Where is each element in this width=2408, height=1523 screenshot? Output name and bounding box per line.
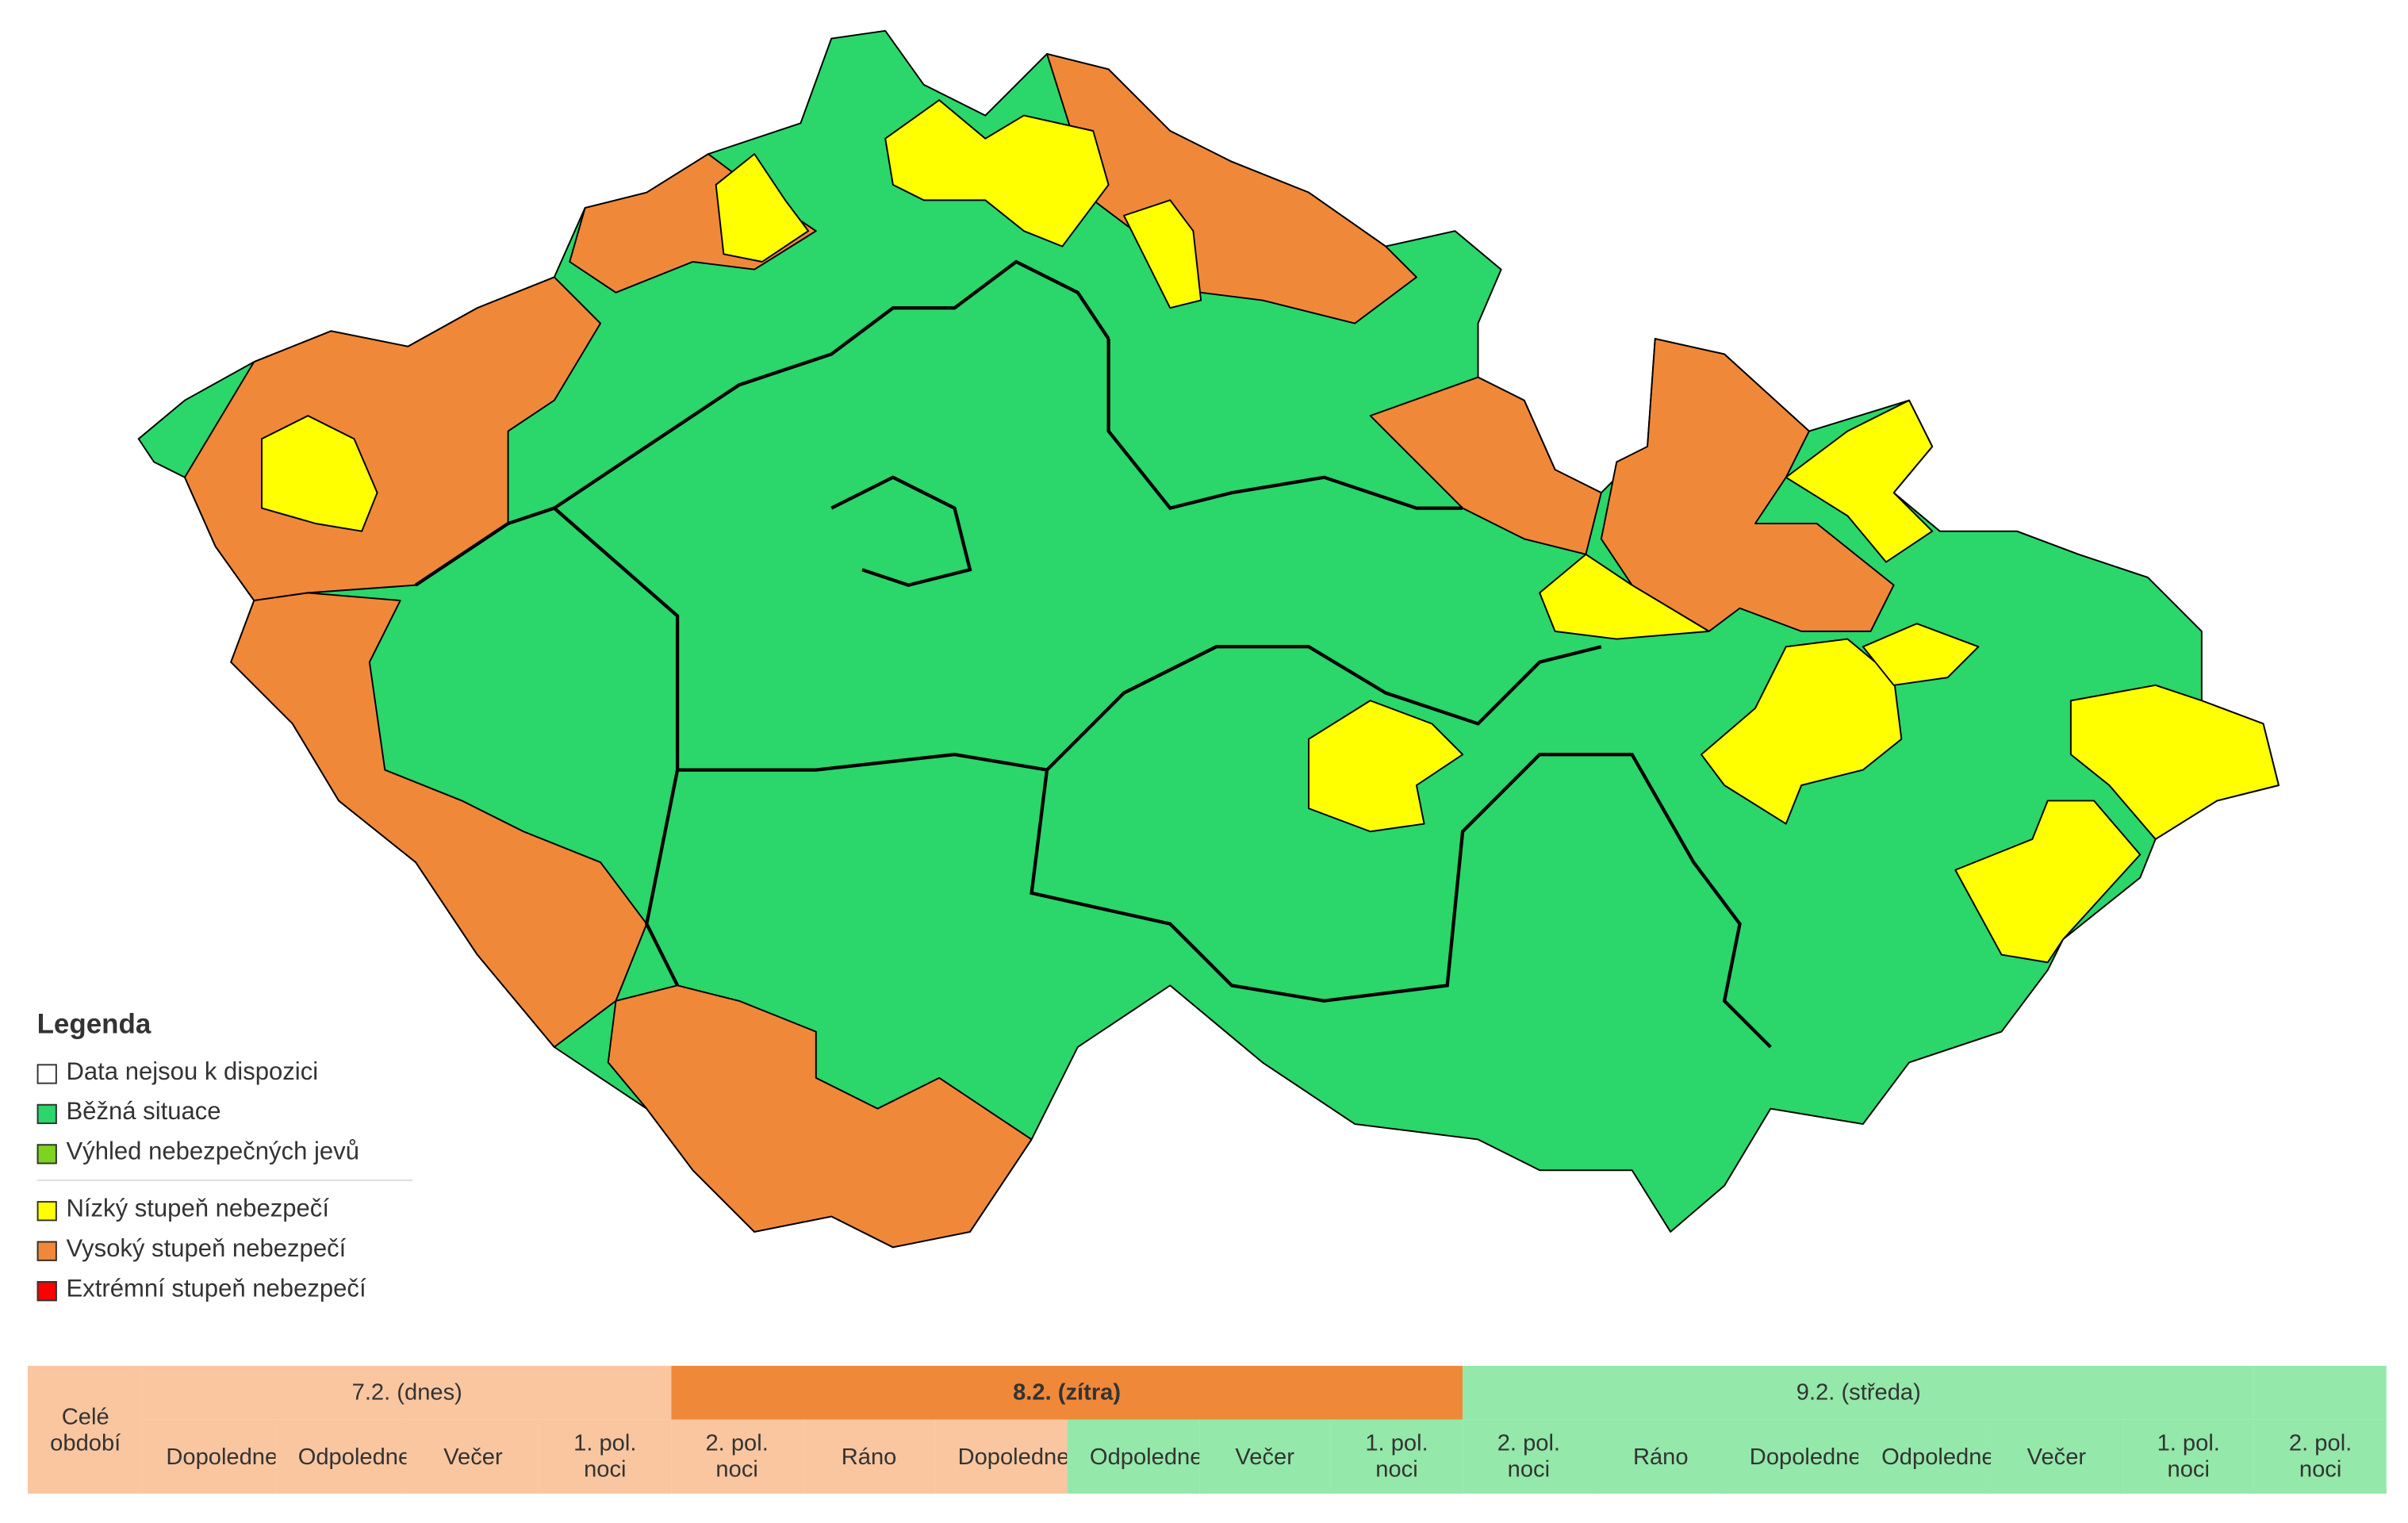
- legend-item: Data nejsou k dispozici: [36, 1053, 413, 1093]
- area: [1701, 638, 1903, 825]
- period-cell-text: Večer: [443, 1443, 503, 1470]
- legend-label: Data nejsou k dispozici: [66, 1059, 319, 1086]
- legend-item: Vysoký stupeň nebezpečí: [36, 1230, 413, 1270]
- legend-label: Vysoký stupeň nebezpečí: [66, 1236, 347, 1263]
- period-cell: Odpoledne: [1858, 1419, 1995, 1494]
- period-cell: Dopoledne: [934, 1419, 1070, 1494]
- region-borders: [414, 259, 1772, 1049]
- period-cell-text: Dopoledne: [166, 1443, 278, 1470]
- period-cell: Odpoledne: [1067, 1419, 1203, 1494]
- period-cell: Večer: [1990, 1419, 2123, 1494]
- period-cell-text: 1. pol. noci: [573, 1430, 637, 1483]
- period-cell: Ráno: [1594, 1419, 1727, 1494]
- corner-cell-text: Celé období: [50, 1403, 121, 1456]
- period-cell: Večer: [407, 1419, 539, 1494]
- border: [1030, 753, 1772, 1049]
- legend-swatch: [36, 1103, 57, 1124]
- period-cell-text: 2. pol. noci: [705, 1430, 769, 1483]
- day-header-text: 9.2. (středa): [1796, 1379, 1921, 1406]
- period-cell: 1. pol. noci: [1330, 1419, 1463, 1494]
- legend-label: Extrémní stupeň nebezpečí: [66, 1276, 366, 1303]
- period-cell: 1. pol. noci: [2122, 1419, 2255, 1494]
- area: [1954, 800, 2142, 964]
- period-cell: Dopoledne: [1726, 1419, 1862, 1494]
- period-cell: 2. pol. noci: [1463, 1419, 1595, 1494]
- period-cell-text: 1. pol. noci: [2157, 1430, 2220, 1483]
- day-header: [2254, 1365, 2387, 1420]
- area: [1123, 199, 1202, 309]
- legend-label: Nízký stupeň nebezpečí: [66, 1196, 329, 1223]
- period-cell-text: Ráno: [1632, 1443, 1689, 1470]
- area: [715, 153, 810, 263]
- period-cell-text: Večer: [2026, 1443, 2087, 1470]
- legend-title: Legenda: [36, 1008, 151, 1040]
- day-header-text: 7.2. (dnes): [351, 1379, 462, 1406]
- period-cell-text: Ráno: [841, 1443, 897, 1470]
- area: [230, 592, 648, 1048]
- legend-swatch: [36, 1063, 57, 1084]
- period-cell-text: Večer: [1235, 1443, 1294, 1470]
- period-cell-text: 2. pol. noci: [2288, 1430, 2352, 1483]
- day-header: 8.2. (zítra): [670, 1365, 1463, 1420]
- border: [553, 259, 1110, 510]
- period-cell: 1. pol. noci: [539, 1419, 671, 1494]
- legend-separator: [36, 1179, 413, 1181]
- day-header-text: 8.2. (zítra): [1013, 1379, 1122, 1406]
- period-cell: 2. pol. noci: [670, 1419, 803, 1494]
- legend-label: Výhled nebezpečných jevů: [66, 1139, 359, 1166]
- low-danger-areas: [261, 99, 2280, 964]
- high-danger-areas: [183, 52, 1895, 1249]
- area: [1369, 376, 1602, 555]
- legend-label: Běžná situace: [66, 1099, 221, 1126]
- border: [830, 475, 972, 587]
- legend-swatch: [36, 1240, 57, 1260]
- legend-swatch: [36, 1200, 57, 1221]
- legend-swatch: [36, 1143, 57, 1164]
- area: [261, 415, 378, 532]
- period-cell-text: Odpoledne: [1881, 1443, 1995, 1470]
- period-cell: Odpoledne: [274, 1419, 412, 1494]
- area: [607, 984, 1033, 1249]
- area: [2069, 684, 2280, 840]
- period-cell: Večer: [1198, 1419, 1331, 1494]
- legend-item: Běžná situace: [36, 1093, 413, 1133]
- period-cell-text: Dopoledne: [1749, 1443, 1862, 1470]
- day-header: 7.2. (dnes): [143, 1365, 671, 1420]
- legend-swatch: [36, 1280, 57, 1301]
- period-cell-text: Dopoledne: [957, 1443, 1070, 1470]
- period-cell: 2. pol. noci: [2254, 1419, 2387, 1494]
- border: [414, 506, 680, 987]
- period-cell-text: Odpoledne: [1089, 1443, 1203, 1470]
- legend-item: Nízký stupeň nebezpečí: [36, 1191, 413, 1230]
- period-cell: Ráno: [803, 1419, 935, 1494]
- area: [1785, 399, 1934, 563]
- legend: Legenda Data nejsou k dispozici Běžná sit…: [36, 1008, 413, 1310]
- area: [1308, 700, 1464, 833]
- day-header: 9.2. (středa): [1463, 1365, 2255, 1420]
- area: [1862, 623, 1980, 686]
- period-cell: Dopoledne: [143, 1419, 278, 1494]
- area: [1539, 553, 1710, 640]
- period-cell-text: 1. pol. noci: [1365, 1430, 1428, 1483]
- corner-cell: Celé období: [27, 1365, 144, 1494]
- legend-item: Výhled nebezpečných jevů: [36, 1134, 413, 1173]
- legend-item: Extrémní stupeň nebezpečí: [36, 1270, 413, 1310]
- area: [884, 99, 1110, 247]
- border: [677, 645, 1602, 772]
- period-cell-text: Odpoledne: [297, 1443, 412, 1470]
- period-cell-text: 2. pol. noci: [1497, 1430, 1561, 1483]
- border: [1106, 339, 1463, 510]
